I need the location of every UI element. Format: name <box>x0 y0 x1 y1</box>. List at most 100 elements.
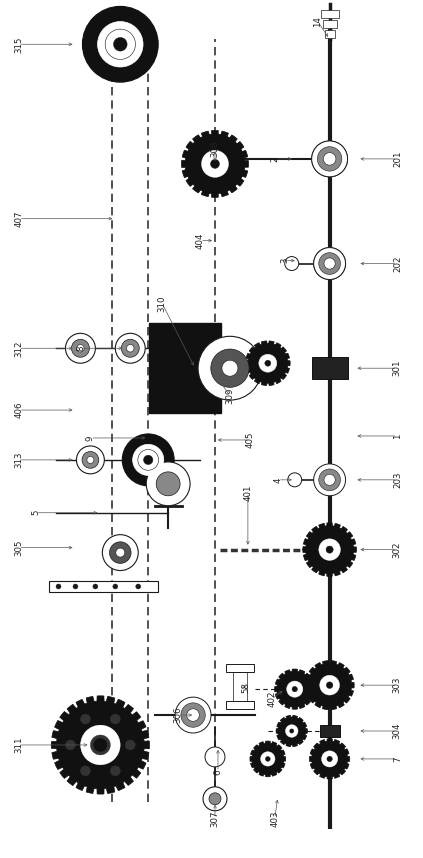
Circle shape <box>312 141 348 177</box>
Circle shape <box>198 336 262 400</box>
Circle shape <box>110 714 120 724</box>
Circle shape <box>136 584 141 589</box>
Circle shape <box>91 735 110 755</box>
Bar <box>324 30 335 39</box>
Bar <box>320 725 340 737</box>
Circle shape <box>133 444 164 475</box>
Circle shape <box>326 546 333 553</box>
Polygon shape <box>305 661 354 710</box>
Circle shape <box>205 747 225 767</box>
Polygon shape <box>275 669 315 710</box>
Circle shape <box>77 446 104 474</box>
Circle shape <box>321 751 338 767</box>
Circle shape <box>312 141 348 177</box>
Circle shape <box>113 38 127 51</box>
Circle shape <box>314 248 346 280</box>
Circle shape <box>316 746 343 772</box>
Circle shape <box>324 258 335 269</box>
Circle shape <box>94 739 107 752</box>
Circle shape <box>287 681 303 698</box>
Circle shape <box>312 532 348 567</box>
Circle shape <box>314 464 346 496</box>
Text: 1: 1 <box>393 433 402 438</box>
Circle shape <box>203 787 227 811</box>
Circle shape <box>71 339 89 357</box>
Circle shape <box>211 349 249 387</box>
Circle shape <box>113 584 118 589</box>
Circle shape <box>56 584 61 589</box>
Circle shape <box>181 703 205 728</box>
Text: 303: 303 <box>393 677 402 693</box>
Text: 201: 201 <box>393 151 402 167</box>
Text: 307: 307 <box>211 811 220 827</box>
Circle shape <box>81 725 120 764</box>
Circle shape <box>281 676 308 703</box>
Circle shape <box>323 153 336 166</box>
Bar <box>323 21 337 28</box>
Bar <box>233 672 247 701</box>
Text: 312: 312 <box>14 340 23 357</box>
Circle shape <box>87 456 94 463</box>
Polygon shape <box>310 739 350 779</box>
Circle shape <box>125 740 135 750</box>
Circle shape <box>98 21 143 67</box>
Circle shape <box>80 714 91 724</box>
Circle shape <box>126 345 134 352</box>
Circle shape <box>265 757 270 761</box>
Circle shape <box>201 150 228 178</box>
Polygon shape <box>181 130 248 197</box>
Bar <box>49 581 158 593</box>
Circle shape <box>326 682 333 688</box>
Circle shape <box>285 257 299 270</box>
Text: 202: 202 <box>393 256 402 272</box>
Text: 311: 311 <box>14 737 23 753</box>
Polygon shape <box>250 741 286 776</box>
Text: 406: 406 <box>14 402 23 419</box>
Circle shape <box>290 729 294 733</box>
Text: 407: 407 <box>14 210 23 227</box>
Circle shape <box>253 348 283 378</box>
Text: 306: 306 <box>173 707 183 723</box>
Circle shape <box>323 153 336 166</box>
Bar <box>226 701 254 709</box>
Bar <box>149 323 221 413</box>
Circle shape <box>175 697 211 733</box>
Text: 6: 6 <box>214 769 222 775</box>
Circle shape <box>66 333 95 363</box>
Circle shape <box>82 451 99 468</box>
Circle shape <box>319 253 341 275</box>
Circle shape <box>319 539 341 560</box>
Circle shape <box>317 147 342 171</box>
Circle shape <box>187 709 199 722</box>
Bar <box>226 664 254 672</box>
Text: 313: 313 <box>14 451 23 468</box>
Circle shape <box>69 713 132 776</box>
Circle shape <box>80 725 120 764</box>
Circle shape <box>265 360 271 366</box>
Circle shape <box>211 160 220 168</box>
Circle shape <box>313 668 346 702</box>
Circle shape <box>320 675 340 695</box>
Circle shape <box>327 756 332 762</box>
Circle shape <box>122 434 174 486</box>
Circle shape <box>194 143 236 184</box>
Circle shape <box>281 721 302 741</box>
Circle shape <box>146 462 190 505</box>
Text: 309: 309 <box>225 388 234 404</box>
Circle shape <box>324 474 335 486</box>
Text: 304: 304 <box>393 722 402 740</box>
Text: 301: 301 <box>393 360 402 377</box>
Circle shape <box>66 740 75 750</box>
Text: 14: 14 <box>313 15 322 27</box>
Circle shape <box>286 725 298 737</box>
Circle shape <box>156 472 180 496</box>
Text: 403: 403 <box>270 811 279 827</box>
Circle shape <box>143 456 153 464</box>
Circle shape <box>261 752 275 766</box>
Circle shape <box>209 793 221 805</box>
Circle shape <box>115 333 145 363</box>
Text: 401: 401 <box>243 485 253 501</box>
Polygon shape <box>303 523 357 577</box>
Circle shape <box>222 360 238 376</box>
Circle shape <box>319 253 341 275</box>
